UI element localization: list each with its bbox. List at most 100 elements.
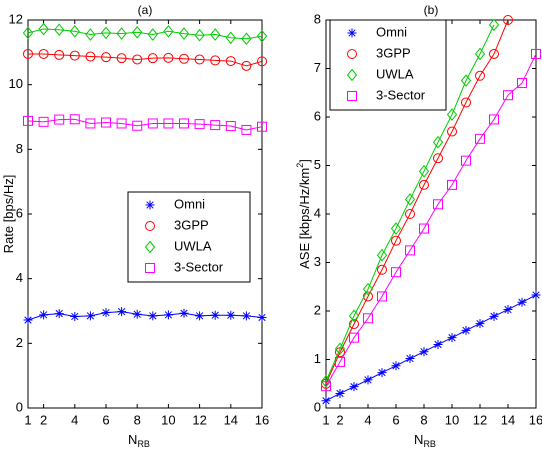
marker — [132, 309, 142, 319]
marker — [38, 116, 49, 127]
x-tick-label: 2 — [336, 412, 343, 427]
marker — [391, 267, 401, 278]
marker — [179, 53, 189, 64]
marker — [363, 291, 373, 302]
y-axis-label-main: ASE [kbps/Hz/km — [297, 168, 312, 269]
y-tick-label: 8 — [314, 11, 321, 26]
y-tick-label: 7 — [314, 60, 321, 75]
marker — [178, 27, 190, 40]
marker — [101, 117, 111, 128]
marker — [179, 308, 189, 318]
y-tick-label: 6 — [16, 205, 23, 220]
series-line — [28, 53, 262, 67]
y-tick-label: 0 — [16, 399, 23, 414]
marker — [376, 248, 388, 262]
legend-label: Omni — [376, 24, 407, 39]
legend: Omni 3GPP UWLA 3-Sector — [127, 191, 251, 283]
marker — [335, 388, 345, 398]
marker — [23, 115, 33, 126]
marker — [433, 153, 443, 164]
marker — [320, 375, 332, 388]
series-line — [326, 19, 509, 384]
y-axis-label: ASE [kbps/Hz/km2] — [295, 159, 312, 269]
legend-label: 3-Sector — [376, 87, 426, 102]
x-tick-label: 1 — [322, 412, 329, 427]
x-tick-label: 8 — [134, 412, 141, 427]
marker — [179, 118, 189, 129]
marker — [116, 53, 127, 64]
x-tick-label: 14 — [501, 412, 515, 427]
marker — [225, 31, 236, 45]
marker — [517, 78, 527, 89]
marker — [489, 48, 499, 59]
marker — [163, 25, 174, 38]
x-tick-label: 4 — [364, 412, 371, 427]
marker — [257, 312, 267, 322]
marker — [241, 60, 252, 71]
marker — [210, 310, 220, 320]
y-tick-label: 2 — [16, 335, 23, 350]
marker — [488, 18, 500, 32]
marker — [503, 305, 513, 315]
marker — [419, 223, 429, 234]
marker — [461, 155, 471, 166]
marker — [85, 28, 96, 41]
marker — [163, 52, 174, 63]
marker — [100, 26, 112, 40]
x-tick-label: 12 — [192, 412, 206, 427]
y-tick-label: 8 — [16, 141, 23, 156]
marker — [147, 28, 158, 41]
marker — [132, 54, 143, 65]
legend-marker — [347, 91, 357, 101]
marker — [194, 28, 205, 42]
marker — [225, 56, 236, 67]
marker — [503, 15, 513, 25]
marker — [349, 319, 359, 330]
marker — [446, 108, 458, 121]
y-tick-label: 5 — [314, 157, 321, 172]
marker — [349, 332, 359, 343]
marker — [69, 50, 80, 61]
legend-marker — [347, 49, 357, 59]
x-tick-label: 6 — [102, 412, 109, 427]
x-tick-label: 8 — [420, 412, 427, 427]
legend-label: UWLA — [376, 66, 414, 81]
marker — [69, 114, 80, 125]
marker — [101, 52, 111, 63]
marker — [163, 310, 173, 320]
marker — [163, 118, 174, 129]
marker — [391, 361, 401, 371]
y-tick-label: 0 — [314, 399, 321, 414]
series-line — [28, 311, 262, 321]
marker — [195, 311, 205, 321]
legend: Omni 3GPP UWLA 3-Sector — [329, 19, 447, 111]
y-tick-label: 3 — [314, 254, 321, 269]
marker — [474, 47, 486, 61]
marker — [54, 49, 65, 60]
marker — [38, 22, 49, 36]
marker — [475, 133, 485, 144]
x-axis-label-sub: RB — [137, 439, 150, 449]
marker — [210, 28, 221, 41]
legend-marker — [144, 240, 156, 254]
x-tick-label: 6 — [392, 412, 399, 427]
x-axis-label-main: N — [414, 432, 423, 447]
marker — [23, 48, 33, 59]
marker — [447, 179, 457, 190]
marker — [377, 368, 387, 378]
marker — [348, 309, 360, 323]
y-axis-label: Rate [bps/Hz] — [1, 175, 16, 254]
marker — [517, 297, 527, 307]
marker — [391, 235, 401, 246]
marker — [225, 121, 236, 132]
marker — [210, 120, 221, 131]
marker — [405, 354, 415, 364]
legend-label: 3GPP — [174, 217, 209, 232]
x-tick-label: 14 — [224, 412, 238, 427]
marker — [432, 135, 444, 149]
marker — [257, 121, 267, 132]
marker — [85, 118, 96, 129]
marker — [69, 25, 80, 38]
x-tick-label: 10 — [161, 412, 175, 427]
